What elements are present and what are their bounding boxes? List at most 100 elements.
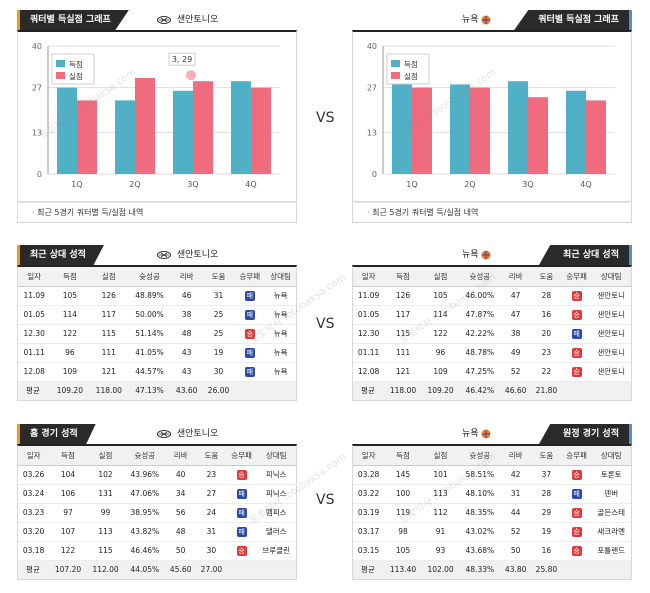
column-header: 일자 (353, 267, 385, 287)
result-badge: 승 (244, 328, 255, 339)
table-cell: 34 (165, 484, 197, 504)
result-cell: 승 (561, 305, 592, 325)
vs-label: VS (316, 110, 335, 126)
table-cell: 03.15 (353, 541, 385, 561)
column-header: 상대팀 (591, 267, 631, 287)
table-cell: 113 (421, 484, 460, 504)
table-header-row: 일자 득점 실점 슛성공 리바 도움 승무패 상대팀 (353, 267, 631, 287)
record-table: 일자 득점 실점 슛성공 리바 도움 승무패 상대팀 03.28 145 101 58.51% 42 37… (353, 446, 631, 579)
table-cell: 105 (421, 286, 460, 306)
table-cell: 58.51% (459, 465, 501, 485)
table-cell: 111 (384, 343, 422, 363)
knicks-logo-icon (481, 250, 491, 259)
table-cell: 01.11 (18, 343, 51, 363)
table-row: 12.08 109 121 44.57% 43 30 패 뉴욕 (18, 362, 296, 382)
table-cell: 47.25% (459, 362, 501, 382)
table-cell: 100 (384, 484, 422, 504)
average-cell: 107.20 (49, 560, 87, 579)
result-badge: 패 (236, 526, 247, 537)
panel-header: 뉴욕 원정 경기 성적 (352, 424, 632, 444)
table-cell: 30 (202, 362, 235, 382)
legend-entry: 득점 (69, 59, 83, 69)
table-row: 12.30 122 115 51.14% 48 25 승 뉴욕 (18, 324, 296, 344)
table-cell: 38 (500, 324, 532, 344)
x-tick-label: 3Q (522, 180, 533, 189)
table-cell: 29 (531, 503, 562, 523)
table-cell: 43.68% (459, 541, 501, 561)
y-tick-label: 0 (372, 170, 377, 179)
table-cell: 126 (384, 286, 422, 306)
table-cell: 11.09 (18, 286, 51, 306)
table-cell: 03.24 (18, 484, 50, 504)
column-header: 실점 (89, 267, 129, 287)
table-cell: 01.11 (353, 343, 385, 363)
table-cell: 105 (50, 286, 90, 306)
table-cell: 11.09 (353, 286, 385, 306)
table-cell: 03.23 (18, 503, 50, 523)
table-cell: 112 (421, 503, 460, 523)
team-name: 샌안토니오 (176, 15, 219, 25)
table-cell: 23 (196, 465, 227, 485)
table-cell: 115 (86, 541, 125, 561)
result-cell: 패 (561, 484, 592, 504)
bar-allowed-4Q (586, 100, 606, 174)
table-cell: 107 (49, 522, 87, 542)
table-cell: 101 (421, 465, 460, 485)
table-cell: 47.87% (459, 305, 501, 325)
panel-title: 쿼터별 득실점 그래프 (514, 10, 632, 30)
average-cell: 109.20 (421, 381, 460, 400)
average-cell: 118.00 (384, 381, 422, 400)
bar-scored-1Q (392, 81, 412, 174)
column-header: 슛성공 (128, 267, 171, 287)
average-cell: 43.80 (500, 560, 532, 579)
average-filler (561, 381, 631, 400)
result-badge: 승 (571, 507, 582, 518)
table-row: 03.23 97 99 38.95% 56 24 패 멤피스 (18, 503, 296, 523)
y-tick-label: 13 (367, 128, 377, 137)
result-badge: 승 (571, 469, 582, 480)
table-cell: 뉴욕 (265, 324, 296, 344)
team-label: 샌안토니오 (157, 245, 218, 265)
bar-allowed-4Q (251, 87, 271, 174)
panel-title: 원정 경기 성적 (539, 424, 632, 444)
team-label: 샌안토니오 (157, 424, 218, 444)
result-cell: 패 (561, 324, 592, 344)
chart-area: 0 13 27 40 1Q 2Q 3Q 4Q 득점 실점 3, 29 (17, 30, 297, 202)
table-cell: 12.30 (18, 324, 51, 344)
table-row: 03.17 98 91 43.02% 52 19 승 새크라멘 (353, 522, 631, 542)
table-cell: 50.00% (128, 305, 171, 325)
spurs-logo-icon (157, 250, 171, 259)
result-badge: 패 (244, 366, 255, 377)
table-cell: 117 (89, 305, 129, 325)
column-header: 리바 (500, 446, 532, 466)
bar-scored-3Q (173, 90, 193, 174)
table-cell: 31 (196, 522, 227, 542)
recent-record-panel-right: 뉴욕 최근 상대 성적 일자 득점 실점 슛성공 리바 도움 승무패 상대팀 11.09 126 1… (352, 245, 632, 401)
table-cell: 샌안토니 (591, 286, 631, 306)
table-cell: 44.57% (128, 362, 171, 382)
table-cell: 115 (384, 324, 422, 344)
result-badge: 승 (571, 309, 582, 320)
legend-swatch (391, 60, 400, 67)
table-cell: 피닉스 (256, 465, 296, 485)
table-cell: 03.18 (18, 541, 50, 561)
table-row: 03.24 106 131 47.06% 34 27 패 피닉스 (18, 484, 296, 504)
table-cell: 47.06% (124, 484, 166, 504)
table-cell: 109 (421, 362, 460, 382)
table-cell: 19 (531, 522, 562, 542)
table-cell: 48.10% (459, 484, 501, 504)
table-cell: 37 (531, 465, 562, 485)
bar-scored-2Q (450, 84, 470, 174)
average-cell: 48.33% (459, 560, 501, 579)
y-tick-label: 40 (32, 42, 42, 51)
table-cell: 43.96% (124, 465, 166, 485)
x-tick-label: 2Q (129, 180, 140, 189)
table-cell: 28 (531, 286, 562, 306)
y-tick-label: 27 (367, 84, 377, 93)
table-cell: 145 (384, 465, 422, 485)
result-cell: 승 (561, 522, 592, 542)
quarter-chart-panel-left: 쿼터별 득실점 그래프 샌안토니오 0 13 27 40 1Q 2Q 3Q 4Q 득점 실점 3, … (17, 10, 297, 223)
